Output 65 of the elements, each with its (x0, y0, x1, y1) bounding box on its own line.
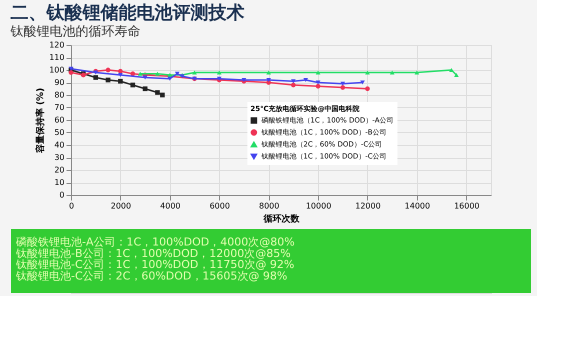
point (454, 72, 459, 78)
chart-subtitle: 钛酸锂电池的循环寿命 (10, 24, 140, 40)
y-tick-label: 0 (59, 190, 64, 200)
y-tick-label: 60 (54, 116, 64, 124)
y-axis-title: 容量保持率 (%) (35, 88, 46, 154)
y-tick-label: 90 (54, 78, 64, 87)
y-tick-label: 70 (54, 103, 64, 112)
point (130, 71, 136, 76)
point (216, 70, 222, 75)
y-tick-label: 30 (54, 153, 64, 162)
point (93, 75, 98, 80)
point (390, 70, 395, 75)
point (360, 80, 365, 85)
point (118, 78, 123, 84)
text: 钛酸锂电池-C公司：1C，100%DOD，11750次@ 92% (15, 258, 294, 272)
text: 钛酸锂电池-B公司：1C，100%DOD，12000次@85% (15, 246, 291, 260)
point (340, 85, 346, 90)
point (68, 70, 74, 75)
text: 磷酸铁锂电池-A公司：1C，100%DOD，4000次@80% (15, 236, 295, 249)
point (160, 92, 165, 98)
y-tick-label: 110 (49, 53, 64, 62)
x-tick-label: 0 (68, 202, 74, 210)
point (106, 68, 110, 72)
x-tick-label: 4000 (160, 202, 181, 210)
x-tick-label: 6000 (210, 202, 230, 210)
point (155, 90, 160, 95)
point (118, 72, 123, 78)
point (155, 72, 160, 76)
y-tick-label: 10 (54, 178, 64, 187)
point (266, 70, 271, 75)
y-tick-label: 80 (54, 90, 64, 100)
point (174, 72, 180, 76)
y-tick-label: 100 (49, 66, 64, 74)
x-axis-title: 循环次数 (262, 214, 300, 224)
chart-title: 二、钛酸锂储能电池评测技术 (10, 2, 244, 24)
y-tick-label: 120 (49, 40, 64, 50)
x-tick-label: 12000 (355, 202, 381, 210)
point (449, 68, 454, 72)
point (365, 70, 370, 75)
y-tick-label: 20 (54, 166, 64, 174)
point (266, 78, 271, 82)
text: 钛酸锂电池-C公司：2C，60%DOD，15605次@ 98% (15, 269, 288, 282)
point (142, 86, 148, 92)
point (138, 72, 143, 76)
point (106, 78, 110, 82)
point (192, 70, 197, 75)
point (291, 82, 296, 88)
point (340, 82, 346, 86)
point (316, 70, 320, 75)
point (303, 78, 308, 82)
x-tick-label: 2000 (110, 202, 132, 210)
point (316, 80, 320, 85)
x-tick-label: 10000 (306, 202, 332, 210)
y-tick-label: 50 (54, 128, 64, 137)
point (142, 75, 148, 80)
point (414, 70, 420, 75)
point (130, 82, 136, 88)
point (365, 86, 370, 92)
point (291, 79, 296, 84)
point (316, 84, 320, 89)
x-tick-label: 16000 (454, 202, 480, 210)
x-tick-label: 14000 (404, 202, 430, 210)
point (167, 76, 172, 81)
y-tick-label: 40 (54, 140, 64, 150)
x-tick-label: 8000 (258, 202, 280, 210)
